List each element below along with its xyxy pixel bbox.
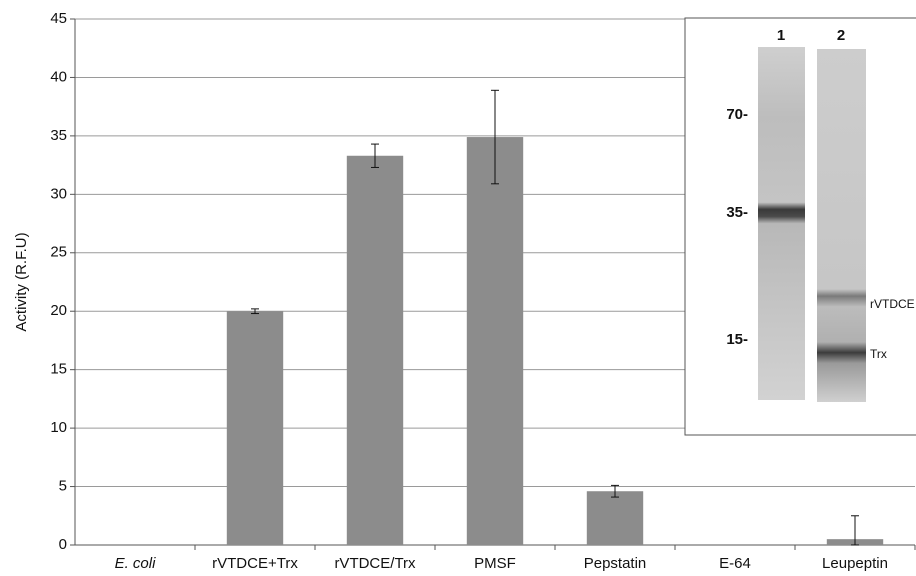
y-tick-label: 45	[50, 10, 67, 27]
marker-label: 15-	[726, 331, 748, 348]
bar	[347, 156, 403, 545]
bar	[227, 311, 283, 545]
marker-label: 35-	[726, 204, 748, 221]
y-tick-label: 0	[59, 536, 67, 553]
x-tick-label: rVTDCE/Trx	[334, 555, 416, 572]
lane-label: 1	[777, 27, 785, 44]
y-tick-label: 10	[50, 419, 67, 436]
y-tick-label: 40	[50, 68, 67, 85]
x-tick-label: E-64	[719, 555, 751, 572]
gel-lane	[758, 47, 805, 400]
chart: 0 5 10 15 20 25 30 35 40 45 E. coli rVTDCE+Trx rVTDC…	[0, 0, 916, 576]
y-tick-label: 30	[50, 185, 67, 202]
bar	[467, 137, 523, 545]
x-tick-label: PMSF	[474, 555, 516, 572]
x-tick-label: Leupeptin	[822, 555, 888, 572]
y-tick-label: 25	[50, 244, 67, 261]
y-tick-label: 20	[50, 302, 67, 319]
y-tick-label: 35	[50, 127, 67, 144]
x-tick-label: rVTDCE+Trx	[212, 555, 298, 572]
gel-lane	[817, 49, 866, 402]
marker-label: 70-	[726, 106, 748, 123]
inset: 1 2 70- 35- 15- rVTDCE Trx	[685, 18, 916, 435]
x-tick-label: Pepstatin	[584, 555, 647, 572]
y-tick-label: 15	[50, 361, 67, 378]
lane-label: 2	[837, 27, 845, 44]
x-tick-label: E. coli	[115, 555, 157, 572]
y-tick-label: 5	[59, 478, 67, 495]
bar	[587, 491, 643, 545]
band-label: Trx	[870, 347, 887, 361]
band-label: rVTDCE	[870, 297, 915, 311]
y-axis-label: Activity (R.F.U)	[13, 232, 30, 331]
